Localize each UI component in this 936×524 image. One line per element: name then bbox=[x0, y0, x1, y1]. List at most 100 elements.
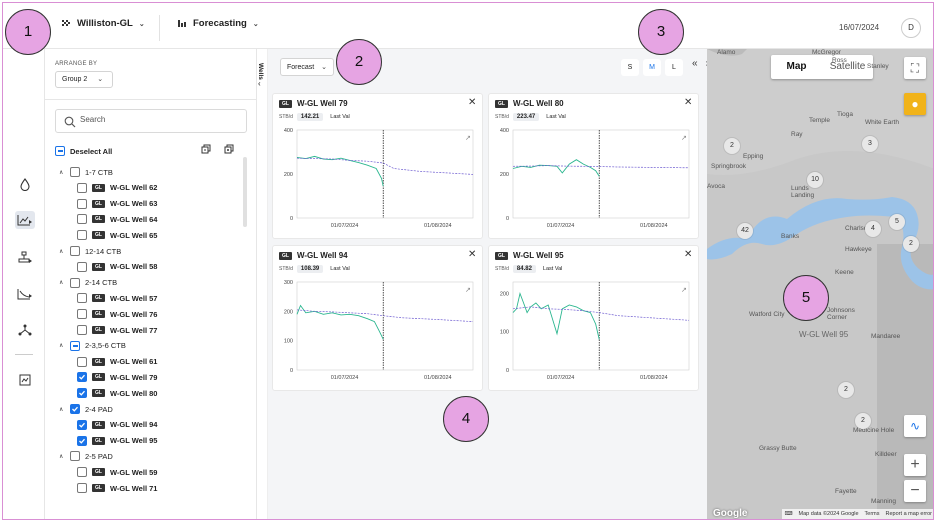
expand-chart-icon[interactable]: ↗ bbox=[465, 134, 471, 142]
expand-chart-icon[interactable]: ↗ bbox=[681, 134, 687, 142]
well-rate-chart[interactable]: 0 200 400 01/07/2024 01/08/2024 ↗ bbox=[489, 124, 700, 238]
tree-well-item[interactable]: GL W-GL Well 76 bbox=[77, 306, 157, 322]
tree-well-item[interactable]: GL W-GL Well 94 bbox=[77, 417, 157, 433]
map-well-cluster[interactable]: 3 bbox=[862, 136, 878, 152]
satellite-view-button[interactable]: Satellite bbox=[829, 61, 866, 72]
view-selector[interactable]: Forecasting ⌄ bbox=[177, 18, 259, 29]
chevron-up-icon[interactable]: ∧ bbox=[59, 453, 64, 460]
fullscreen-icon[interactable]: ⛶ bbox=[904, 57, 926, 79]
well-checkbox[interactable] bbox=[77, 261, 87, 272]
well-checkbox[interactable] bbox=[77, 467, 87, 478]
street-view-pegman-icon[interactable]: ● bbox=[904, 93, 926, 115]
tree-well-item[interactable]: GL W-GL Well 77 bbox=[77, 322, 157, 338]
well-rate-chart[interactable]: 0 100 200 01/07/2024 01/08/2024 ↗ bbox=[489, 276, 700, 390]
well-checkbox[interactable] bbox=[77, 356, 87, 367]
well-checkbox[interactable] bbox=[77, 483, 87, 493]
tree-well-item[interactable]: GL W-GL Well 57 bbox=[77, 290, 157, 306]
map-well-cluster[interactable]: 2 bbox=[855, 413, 871, 429]
well-checkbox[interactable] bbox=[77, 198, 87, 209]
map-view-button[interactable]: Map bbox=[786, 61, 807, 72]
well-checkbox[interactable] bbox=[77, 325, 87, 335]
collapse-all-icon[interactable] bbox=[224, 144, 235, 155]
chevron-up-icon[interactable]: ∧ bbox=[59, 280, 64, 287]
tree-scrollbar[interactable] bbox=[243, 157, 247, 227]
tree-well-item[interactable]: GL W-GL Well 79 bbox=[77, 369, 157, 385]
tree-well-item[interactable]: GL W-GL Well 65 bbox=[77, 227, 157, 243]
well-checkbox[interactable] bbox=[77, 435, 87, 446]
map-well-cluster[interactable]: 10 bbox=[807, 172, 823, 188]
map-well-cluster[interactable]: 2 bbox=[838, 382, 854, 398]
search-input[interactable] bbox=[80, 115, 230, 124]
tree-group[interactable]: ∧ 2-3,5-6 CTB bbox=[59, 338, 126, 354]
deselect-all-checkbox[interactable] bbox=[55, 146, 65, 156]
chevron-up-icon[interactable]: ∧ bbox=[59, 343, 64, 350]
well-pump-icon[interactable] bbox=[15, 249, 35, 267]
map-well-cluster[interactable]: 42 bbox=[737, 223, 753, 239]
zoom-in-button[interactable]: + bbox=[904, 454, 926, 476]
group-checkbox[interactable] bbox=[70, 277, 80, 288]
close-icon[interactable]: ✕ bbox=[468, 249, 477, 260]
expand-all-icon[interactable] bbox=[201, 144, 212, 155]
well-checkbox[interactable] bbox=[77, 214, 87, 225]
well-checkbox[interactable] bbox=[77, 309, 87, 320]
forecast-chart-icon[interactable] bbox=[15, 211, 35, 229]
map-terms-link[interactable]: Terms bbox=[864, 510, 880, 517]
group-checkbox[interactable] bbox=[70, 451, 80, 462]
tree-well-item[interactable]: GL W-GL Well 61 bbox=[77, 354, 157, 370]
well-checkbox[interactable] bbox=[77, 230, 87, 241]
expand-chart-icon[interactable]: ↗ bbox=[681, 286, 687, 294]
tree-group[interactable]: ∧ 2-5 PAD bbox=[59, 448, 113, 464]
size-large-button[interactable]: L bbox=[665, 59, 683, 76]
group-checkbox[interactable] bbox=[70, 340, 80, 351]
group-checkbox[interactable] bbox=[70, 246, 80, 256]
size-small-button[interactable]: S bbox=[621, 59, 639, 76]
well-checkbox[interactable] bbox=[77, 388, 87, 399]
tree-group[interactable]: ∧ 2-4 PAD bbox=[59, 401, 113, 417]
network-icon[interactable] bbox=[15, 321, 35, 339]
map-well-cluster[interactable]: 2 bbox=[724, 138, 740, 154]
tree-well-item[interactable]: GL W-GL Well 58 bbox=[77, 259, 157, 275]
map-keyboard-icon[interactable]: ⌨ bbox=[784, 510, 793, 517]
deselect-all[interactable]: Deselect All bbox=[55, 146, 112, 156]
tree-well-item[interactable]: GL W-GL Well 71 bbox=[77, 480, 157, 496]
tree-well-item[interactable]: GL W-GL Well 59 bbox=[77, 464, 157, 480]
well-checkbox[interactable] bbox=[77, 419, 87, 430]
zoom-out-button[interactable]: − bbox=[904, 480, 926, 502]
well-checkbox[interactable] bbox=[77, 372, 87, 383]
tree-group[interactable]: ∧ 1-7 CTB bbox=[59, 164, 113, 180]
drop-icon[interactable] bbox=[15, 175, 35, 193]
close-icon[interactable]: ✕ bbox=[468, 97, 477, 108]
field-selector[interactable]: Williston-GL ⌄ bbox=[61, 18, 145, 29]
tree-group[interactable]: ∧ 12-14 CTB bbox=[59, 243, 121, 259]
well-rate-chart[interactable]: 0 100 200 300 01/07/2024 01/08/2024 ↗ bbox=[273, 276, 484, 390]
wells-panel-toggle[interactable]: Wells ‹ bbox=[257, 49, 268, 519]
tree-group[interactable]: ∧ 2-14 CTB bbox=[59, 275, 117, 291]
report-icon[interactable] bbox=[15, 371, 35, 389]
map-well-cluster[interactable]: 5 bbox=[889, 214, 905, 230]
map-well-cluster[interactable]: 4 bbox=[865, 221, 881, 237]
draw-polyline-icon[interactable]: ∿ bbox=[904, 415, 926, 437]
close-icon[interactable]: ✕ bbox=[684, 249, 693, 260]
map-report-link[interactable]: Report a map error bbox=[885, 510, 932, 517]
tree-well-item[interactable]: GL W-GL Well 62 bbox=[77, 180, 157, 196]
group-checkbox[interactable] bbox=[70, 404, 80, 414]
chevron-up-icon[interactable]: ∧ bbox=[59, 248, 64, 255]
tree-well-item[interactable]: GL W-GL Well 80 bbox=[77, 385, 157, 401]
arrange-by-select[interactable]: Group 2 ⌄ bbox=[55, 71, 113, 88]
tree-well-item[interactable]: GL W-GL Well 64 bbox=[77, 211, 157, 227]
well-checkbox[interactable] bbox=[77, 182, 87, 193]
tree-well-item[interactable]: GL W-GL Well 63 bbox=[77, 196, 157, 212]
expand-chart-icon[interactable]: ↗ bbox=[465, 286, 471, 294]
collapse-left-button[interactable]: « bbox=[692, 58, 698, 69]
user-avatar[interactable]: D bbox=[901, 18, 921, 38]
map-well-cluster[interactable]: 2 bbox=[903, 236, 919, 252]
forecast-type-select[interactable]: Forecast ⌄ bbox=[280, 58, 334, 76]
chevron-up-icon[interactable]: ∧ bbox=[59, 406, 64, 413]
size-medium-button[interactable]: M bbox=[643, 59, 661, 76]
tree-well-item[interactable]: GL W-GL Well 95 bbox=[77, 433, 157, 449]
close-icon[interactable]: ✕ bbox=[684, 97, 693, 108]
group-checkbox[interactable] bbox=[70, 167, 80, 177]
well-checkbox[interactable] bbox=[77, 293, 87, 304]
well-rate-chart[interactable]: 0 200 400 01/07/2024 01/08/2024 ↗ bbox=[273, 124, 484, 238]
decline-chart-icon[interactable] bbox=[15, 285, 35, 303]
